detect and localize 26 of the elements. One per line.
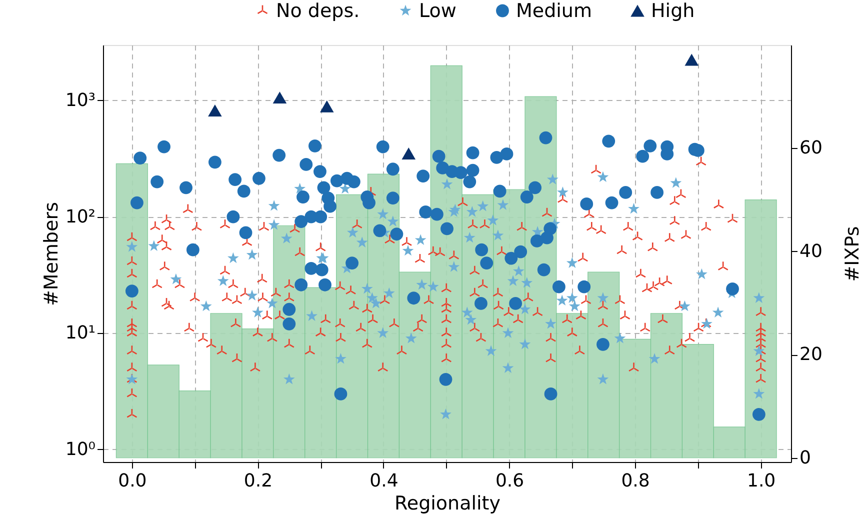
y2-tick-label: 60 — [800, 138, 822, 159]
y2-axis-title: #IXPs — [841, 226, 864, 282]
legend-label: Medium — [516, 0, 592, 22]
y2-tick-label: 0 — [800, 447, 811, 468]
y2-tick-label: 40 — [800, 240, 822, 262]
x-tick-label: 0.4 — [370, 470, 398, 492]
point — [402, 148, 416, 160]
x-tick-label: 1.0 — [746, 470, 776, 492]
y-tick-label: 10² — [65, 206, 96, 228]
point — [272, 92, 287, 104]
y2-tick-label: 20 — [800, 344, 822, 366]
y-tick-label: 10¹ — [65, 322, 96, 344]
legend-label: High — [651, 0, 695, 22]
y-tick-label: 10⁰ — [65, 438, 96, 460]
point — [320, 100, 334, 112]
x-tick-label: 0.8 — [621, 470, 650, 492]
x-axis-title: Regionality — [394, 492, 500, 514]
legend-label: No deps. — [276, 0, 360, 22]
legend-label: Low — [419, 0, 456, 22]
y-tick-label: 10³ — [65, 90, 96, 111]
x-tick-label: 0.2 — [244, 470, 273, 492]
point — [684, 54, 699, 66]
x-tick-label: 0.0 — [118, 470, 147, 492]
point — [208, 104, 222, 116]
y-axis-title: #Members — [40, 202, 62, 306]
x-tick-label: 0.6 — [495, 470, 524, 492]
